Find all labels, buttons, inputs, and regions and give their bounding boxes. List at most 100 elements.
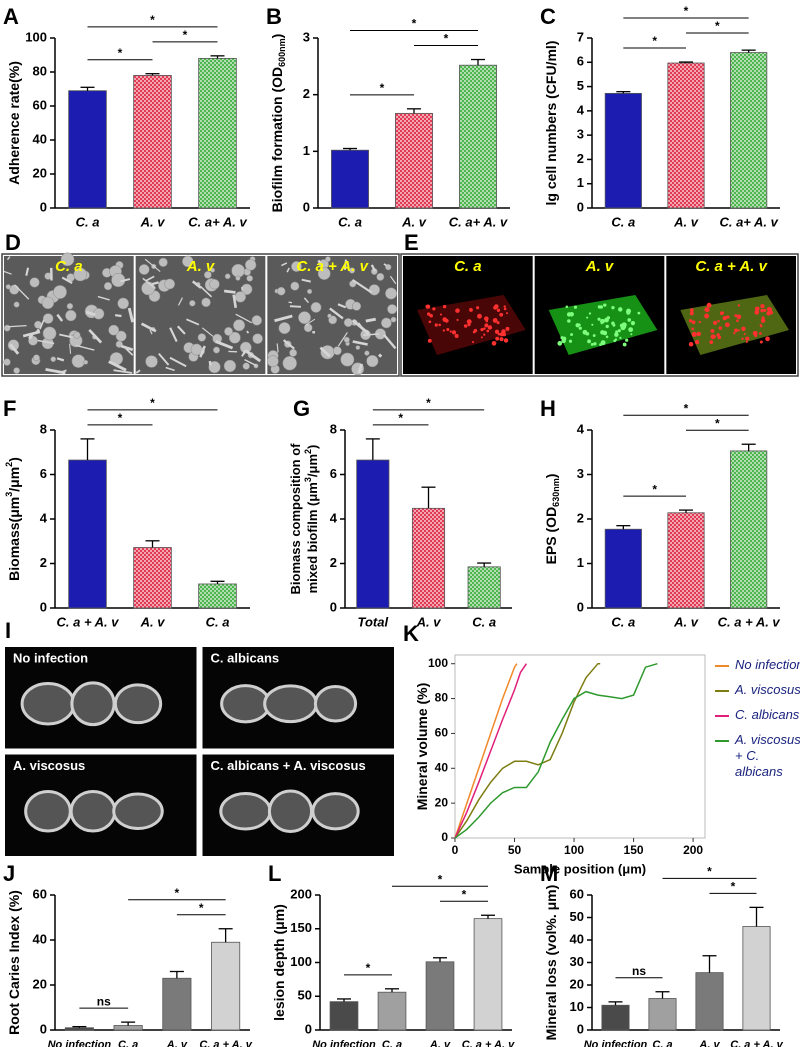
- speck: [426, 304, 431, 309]
- y-tick-label: 60: [570, 886, 584, 901]
- hypha: [127, 307, 135, 323]
- speck: [691, 320, 696, 325]
- image-caption: C. a + A. v: [695, 258, 768, 275]
- speck: [713, 320, 718, 325]
- y-axis-label: Biomass(μm3/μm2): [4, 457, 21, 581]
- bar: [742, 926, 771, 1031]
- bar: [730, 450, 768, 609]
- cell: [65, 309, 77, 322]
- x-tick-label: No infection: [48, 1039, 112, 1047]
- y-tick-label: 0: [577, 1021, 584, 1036]
- hypha: [39, 319, 45, 330]
- comparison-label: *: [150, 396, 155, 410]
- bar: [604, 92, 642, 209]
- hypha: [97, 295, 110, 301]
- image-caption: C. albicans: [211, 650, 280, 665]
- cell: [290, 281, 300, 291]
- cell: [366, 354, 379, 368]
- cell: [145, 355, 158, 368]
- y-tick-label: 80: [435, 691, 449, 705]
- hypha: [351, 278, 373, 294]
- cell: [3, 358, 11, 366]
- bar: [411, 507, 446, 609]
- hypha: [58, 369, 67, 374]
- speck: [704, 307, 710, 313]
- cell: [385, 263, 392, 271]
- speck: [611, 305, 615, 310]
- speck: [760, 308, 764, 313]
- cell: [343, 318, 353, 328]
- legend-label: A. viscosus: [735, 682, 800, 697]
- speck: [758, 331, 762, 335]
- hypha: [108, 360, 127, 372]
- cell: [385, 287, 398, 300]
- speck: [600, 322, 603, 325]
- cell: [203, 270, 212, 279]
- panel-letter: J: [3, 861, 15, 886]
- hypha: [363, 333, 380, 337]
- speck: [759, 340, 763, 344]
- comparison-label: *: [438, 872, 443, 886]
- comparison-label: *: [652, 482, 657, 496]
- hypha: [14, 284, 30, 300]
- image-caption: A. v: [585, 258, 615, 275]
- hypha: [176, 325, 186, 335]
- hypha: [140, 322, 157, 333]
- cell: [231, 263, 246, 278]
- hypha: [144, 258, 161, 272]
- y-tick-label: 6: [40, 466, 47, 481]
- micrograph: [5, 647, 197, 749]
- bar: [198, 58, 237, 209]
- image-caption: C. a: [454, 258, 482, 275]
- micrograph: [534, 256, 665, 374]
- cell: [320, 345, 335, 360]
- y-axis-label-part: Root Caries Index (%): [6, 890, 22, 1035]
- speck: [736, 314, 742, 320]
- x-tick-label: A. v: [429, 1039, 451, 1047]
- x-tick-label: A. v: [140, 214, 166, 229]
- tooth-section: [70, 681, 116, 727]
- y-tick-label: 60: [33, 886, 47, 901]
- cell: [278, 322, 291, 335]
- speck: [617, 329, 621, 333]
- speck: [497, 332, 501, 336]
- speck: [690, 308, 694, 312]
- y-tick-label: 2: [577, 510, 584, 525]
- y-axis-label: Biofilm formation (OD600nm): [269, 34, 288, 213]
- x-tick-label: C. a+ A. v: [719, 214, 778, 229]
- speck: [630, 333, 633, 336]
- speck: [587, 339, 591, 344]
- y-tick-label: 0: [40, 199, 47, 214]
- cell: [117, 297, 129, 310]
- speck: [455, 308, 460, 313]
- micrograph: [202, 754, 394, 856]
- error-bar: [145, 540, 160, 548]
- panel-letter: C: [540, 4, 556, 29]
- cell: [42, 313, 54, 324]
- y-axis-label-part: 3: [303, 477, 313, 482]
- error-bar: [608, 1001, 623, 1006]
- cell: [246, 275, 254, 282]
- y-tick-label: 0: [303, 199, 310, 214]
- cell: [42, 326, 57, 341]
- hypha: [288, 301, 293, 304]
- tooth-section: [24, 789, 72, 833]
- speck: [432, 307, 436, 311]
- y-tick-label: 1: [303, 143, 310, 158]
- speck: [745, 340, 748, 343]
- cell: [327, 313, 332, 319]
- series-line: [454, 663, 528, 839]
- hypha: [223, 289, 236, 294]
- error-bar: [679, 509, 693, 513]
- cell: [9, 284, 20, 295]
- image-caption: No infection: [13, 650, 88, 665]
- panel-letter: E: [404, 230, 419, 255]
- hypha: [378, 353, 383, 358]
- hypha: [246, 330, 250, 334]
- y-tick-label: 100: [25, 29, 47, 44]
- panel-letter: H: [540, 396, 556, 421]
- cell: [242, 362, 250, 370]
- bar: [133, 75, 172, 209]
- cell: [343, 336, 350, 343]
- x-tick-label: A. v: [140, 614, 166, 629]
